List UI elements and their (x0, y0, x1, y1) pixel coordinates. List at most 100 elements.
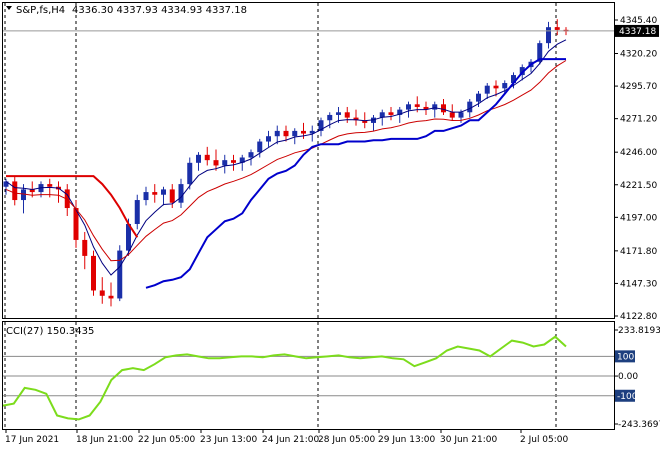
bull-candle (502, 83, 508, 89)
bear-candle (344, 112, 350, 118)
cci-level-label: 100 (617, 352, 634, 362)
bear-candle (204, 154, 210, 161)
cci-axis: 233.8193 100 0.00 -100 -243.3697 (614, 326, 660, 430)
bear-candle (301, 130, 306, 134)
bear-candle (423, 106, 429, 110)
bull-candle (458, 112, 464, 118)
bull-candle (397, 109, 403, 115)
bull-candle (476, 93, 481, 102)
bear-candle (362, 120, 368, 123)
bull-candle (248, 152, 254, 158)
cci-panel-frame (2, 321, 615, 430)
cci-level-label: -100 (617, 392, 638, 402)
price-axis: 4345.40 4320.20 4295.70 4271.20 4246.00 4221.… (614, 16, 659, 322)
bull-candle (161, 189, 166, 195)
cci-series (2, 335, 614, 421)
bull-candle (257, 141, 263, 153)
bear-candle (12, 181, 18, 201)
grid-lines (4, 3, 557, 429)
bull-candle (467, 101, 473, 113)
time-label: 30 Jun 21:00 (440, 435, 497, 445)
bear-candle (283, 130, 289, 137)
time-label: 2 Jul 05:00 (520, 435, 569, 445)
time-label: 22 Jun 05:00 (138, 435, 195, 445)
bull-candle (266, 136, 271, 142)
bull-candle (143, 192, 149, 201)
bull-candle (196, 154, 201, 163)
bear-candle (554, 27, 560, 30)
bear-candle (47, 184, 53, 187)
bull-candle (379, 112, 385, 118)
trailing-stop-down (6, 175, 139, 238)
price-series (3, 19, 614, 307)
bear-candle (169, 189, 175, 203)
bull-candle (178, 184, 184, 203)
bear-candle (353, 117, 359, 121)
bear-candle (388, 112, 394, 115)
bull-candle (546, 27, 551, 44)
bear-candle (441, 104, 446, 113)
ohlc-readout: 4336.30 4337.93 4334.93 4337.18 (72, 5, 247, 16)
bull-candle (292, 130, 298, 137)
cci-line (2, 335, 567, 421)
cci-level-label: 233.8193 (618, 326, 660, 336)
bull-candle (187, 162, 193, 185)
bull-candle (511, 75, 516, 84)
bull-candle (537, 43, 543, 62)
bear-candle (108, 295, 114, 299)
bull-candle (432, 104, 438, 110)
bear-candle (29, 189, 35, 193)
bull-candle (327, 114, 333, 121)
cci-label: CCI(27) 150.3435 (6, 326, 94, 337)
time-label: 24 Jun 21:00 (262, 435, 319, 445)
price-label: 4271.20 (620, 115, 657, 125)
bear-candle (213, 160, 219, 166)
bear-candle (73, 208, 79, 240)
price-label: 4147.30 (620, 279, 657, 289)
price-label: 4345.40 (620, 16, 657, 26)
cci-level-label: -243.3697 (618, 420, 660, 430)
bear-candle (493, 85, 499, 89)
bear-candle (91, 255, 96, 291)
bull-candle (406, 104, 411, 110)
bull-candle (134, 200, 140, 224)
price-label: 4295.70 (620, 82, 657, 92)
bear-candle (99, 290, 105, 296)
time-label: 29 Jun 13:00 (378, 435, 435, 445)
current-price-label: 4337.18 (619, 27, 656, 37)
bull-candle (274, 130, 280, 137)
current-price-tag (615, 24, 659, 37)
cci-level-tag (615, 389, 635, 402)
bull-candle (484, 85, 490, 94)
cci-level-label: 0.00 (618, 372, 638, 382)
bull-candle (318, 120, 324, 131)
bull-candle (239, 157, 245, 163)
time-label: 18 Jun 21:00 (76, 435, 133, 445)
trailing-stop-up (145, 58, 566, 289)
bear-candle (449, 112, 455, 118)
price-label: 4246.00 (620, 148, 657, 158)
bull-candle (3, 181, 9, 187)
triangle-down-icon[interactable] (6, 6, 12, 10)
price-label: 4197.00 (620, 213, 657, 223)
price-label: 4122.80 (620, 312, 657, 322)
time-label: 28 Jun 05:00 (318, 435, 375, 445)
time-axis: 17 Jun 2021 18 Jun 21:00 22 Jun 05:00 23 Ju… (5, 430, 569, 445)
bear-candle (152, 192, 158, 195)
bull-candle (21, 189, 26, 201)
slow-ma-line (5, 60, 567, 262)
time-label: 23 Jun 13:00 (200, 435, 257, 445)
bull-candle (126, 223, 131, 251)
price-label: 4320.20 (620, 50, 657, 60)
time-label: 17 Jun 2021 (5, 435, 59, 445)
price-label: 4221.50 (620, 181, 657, 191)
bear-candle (82, 239, 88, 256)
bull-candle (519, 67, 525, 76)
fast-ma-line (5, 39, 567, 276)
cci-level-tag (615, 350, 635, 363)
bull-candle (222, 160, 228, 166)
bear-candle (231, 160, 236, 163)
bull-candle (336, 112, 341, 115)
bear-candle (64, 189, 70, 209)
